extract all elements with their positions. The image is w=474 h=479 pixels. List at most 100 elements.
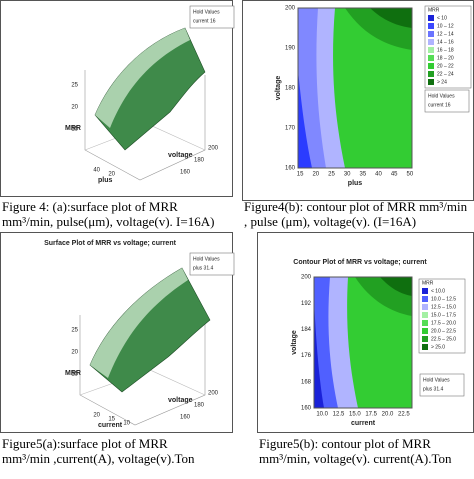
hold-text: Hold Values — [193, 256, 220, 262]
caption: Figure5(a):surface plot of MRR — [2, 436, 168, 451]
tick-label: 160 — [180, 415, 191, 421]
legend-label: > 25.0 — [431, 344, 445, 350]
tick-label: 25 — [71, 83, 78, 89]
hold-text: current 16 — [428, 102, 451, 108]
plot-title: Surface Plot of MRR vs voltage; current — [44, 240, 177, 247]
legend-label: > 24 — [437, 79, 447, 85]
surface-plot — [84, 27, 206, 181]
tick-label: 15 — [71, 372, 78, 378]
tick-label: 190 — [285, 46, 296, 52]
legend-label: 12 – 14 — [437, 31, 454, 37]
caption: mm³/min, pulse(μm), voltage(v). I=16A) — [2, 214, 214, 229]
legend-label: 16 – 18 — [437, 47, 454, 53]
caption: Figure4(b): contour plot of MRR mm³/min — [244, 199, 468, 214]
tick-label: 40 — [375, 172, 382, 178]
hold-text: Hold Values — [423, 377, 450, 383]
tick-label: 200 — [208, 391, 219, 397]
axis-label: current — [351, 420, 376, 427]
caption: mm³/min, voltage(v). current(A).Ton — [259, 451, 452, 466]
legend-label: 17.5 – 20.0 — [431, 320, 456, 326]
tick-label: 20 — [71, 350, 78, 356]
tick-label: 180 — [285, 86, 296, 92]
tick-label: 200 — [208, 146, 219, 152]
legend-swatch — [422, 328, 428, 334]
hold-text: current 16 — [193, 18, 216, 24]
tick-label: 176 — [301, 353, 312, 359]
caption: mm³/min ,current(A), voltage(v).Ton — [2, 451, 195, 466]
tick-label: 15 — [108, 417, 115, 423]
legend-swatch — [428, 15, 434, 21]
legend-label: 14 – 16 — [437, 39, 454, 45]
hold-box — [419, 373, 465, 397]
tick-label: 15.0 — [349, 412, 361, 418]
tick-label: 15 — [297, 172, 304, 178]
legend-swatch — [428, 71, 434, 77]
legend-title: MRR — [422, 280, 434, 286]
legend-label: 20.0 – 22.5 — [431, 328, 456, 334]
legend-label: 10.0 – 12.5 — [431, 296, 456, 302]
axis-label: plus — [348, 180, 362, 187]
legend-label: < 10 — [437, 15, 447, 21]
legend-label: 22.5 – 25.0 — [431, 336, 456, 342]
tick-label: 20 — [93, 413, 100, 419]
legend-label: 10 – 12 — [437, 23, 454, 29]
legend-swatch — [422, 304, 428, 310]
hold-box — [189, 252, 235, 276]
tick-label: 160 — [301, 406, 312, 412]
legend-swatch — [422, 312, 428, 318]
contour-plot — [313, 276, 413, 409]
panel-frame — [0, 0, 233, 197]
tick-label: 160 — [180, 170, 191, 176]
hold-text: plus 31.4 — [423, 386, 444, 392]
legend-swatch — [428, 79, 434, 85]
tick-label: 168 — [301, 379, 312, 385]
legend-title: MRR — [428, 7, 440, 13]
tick-label: 30 — [344, 172, 351, 178]
tick-label: 180 — [194, 403, 205, 409]
tick-label: 20 — [312, 172, 319, 178]
legend-label: 20 – 22 — [437, 63, 454, 69]
hold-box — [189, 5, 235, 29]
tick-label: 20 — [108, 172, 115, 178]
plot-title: Contour Plot of MRR vs voltage; current — [293, 259, 427, 266]
legend-swatch — [422, 336, 428, 342]
tick-label: 184 — [301, 327, 312, 333]
axis-label: MRR — [65, 370, 81, 377]
legend-swatch — [428, 23, 434, 29]
axis-label: voltage — [168, 152, 193, 159]
tick-label: 22.5 — [398, 412, 410, 418]
axis-label: plus — [98, 177, 112, 184]
legend-label: 22 – 24 — [437, 71, 454, 77]
tick-label: 40 — [93, 168, 100, 174]
tick-label: 200 — [301, 275, 312, 281]
tick-label: 170 — [285, 126, 296, 132]
legend-swatch — [428, 39, 434, 45]
tick-label: 10 — [123, 421, 130, 427]
caption: , pulse (μm), voltage(v). (I=16A) — [244, 214, 416, 229]
tick-label: 180 — [194, 158, 205, 164]
panel-frame — [0, 232, 233, 433]
tick-label: 50 — [407, 172, 414, 178]
legend-label: 15.0 – 17.5 — [431, 312, 456, 318]
surface-plot — [79, 267, 211, 426]
legend-label: 18 – 20 — [437, 55, 454, 61]
tick-label: 15 — [71, 127, 78, 133]
tick-label: 192 — [301, 301, 312, 307]
tick-label: 160 — [285, 166, 296, 172]
hold-text: plus 31.4 — [193, 265, 214, 271]
axis-label: current — [98, 422, 123, 429]
axis-label: MRR — [65, 125, 81, 132]
legend-label: < 10.0 — [431, 288, 445, 294]
caption: Figure5(b): contour plot of MRR — [259, 436, 431, 451]
legend-swatch — [422, 288, 428, 294]
axis-label: voltage — [291, 330, 298, 355]
axis-label: voltage — [168, 397, 193, 404]
tick-label: 20.0 — [382, 412, 394, 418]
legend-swatch — [422, 296, 428, 302]
contour-plot — [297, 7, 413, 169]
hold-box — [424, 89, 470, 113]
tick-label: 10.0 — [316, 412, 328, 418]
hold-text: Hold Values — [428, 93, 455, 99]
legend-swatch — [428, 47, 434, 53]
